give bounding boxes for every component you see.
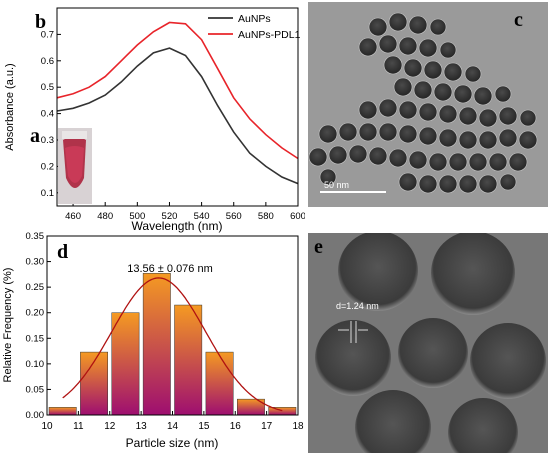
histogram-bar (111, 312, 140, 416)
y-tick-label: 0.2 (41, 161, 54, 172)
y-tick-label: 0.6 (41, 56, 54, 67)
x-tick-label: 480 (97, 211, 113, 222)
chart-d-frame (46, 235, 299, 416)
x-tick-label: 12 (104, 421, 116, 432)
y-tick-label: 0.35 (26, 231, 45, 242)
x-tick-label: 17 (261, 421, 273, 432)
panel-label-c: c (514, 9, 523, 31)
histogram-bar (48, 407, 77, 416)
panel-label-a: a (30, 125, 40, 147)
x-tick-label: 18 (292, 421, 304, 432)
histogram-bar (142, 273, 171, 416)
y-tick-label: 0.3 (41, 135, 54, 146)
x-tick-label: 560 (226, 211, 242, 222)
x-axis-title: Particle size (nm) (126, 436, 219, 450)
y-tick-label: 0.30 (26, 257, 45, 268)
tem-micrograph: 50 nm c (308, 2, 548, 207)
chart-b-frame (56, 7, 299, 207)
x-tick-label: 11 (73, 421, 84, 432)
legend-label-auNPs: AuNPs (238, 13, 271, 25)
y-tick-label: 0.00 (26, 410, 45, 421)
legend: AuNPs AuNPs-PDL1 (208, 13, 301, 41)
histogram-bar (268, 407, 297, 416)
inset-vial-photo (58, 128, 92, 204)
y-tick-label: 0.1 (41, 188, 54, 199)
x-tick-label: 14 (167, 421, 179, 432)
lattice-spacing-label: d=1.24 nm (336, 301, 379, 311)
x-tick-label: 500 (129, 211, 145, 222)
legend-label-auNPs-PDL1: AuNPs-PDL1 (238, 29, 301, 41)
panel-label-e: e (314, 236, 323, 258)
x-tick-label: 540 (194, 211, 210, 222)
x-tick-label: 520 (162, 211, 178, 222)
y-tick-label: 0.25 (26, 282, 45, 293)
x-tick-label: 16 (230, 421, 242, 432)
y-tick-label: 0.5 (41, 82, 54, 93)
mean-size-annotation: 13.56 ± 0.076 nm (127, 263, 213, 275)
y-axis-title: Absorbance (a.u.) (4, 63, 16, 150)
x-axis-title: Wavelength (nm) (132, 219, 223, 233)
y-tick-label: 0.15 (26, 333, 45, 344)
scale-bar-label: 50 nm (324, 180, 349, 190)
y-tick-label: 0.05 (26, 384, 45, 395)
series-line-aunps (56, 47, 299, 185)
x-tick-label: 10 (41, 421, 53, 432)
x-tick-label: 15 (198, 421, 210, 432)
x-tick-label: 580 (258, 211, 274, 222)
panel-label-b: b (35, 11, 46, 33)
x-tick-label: 460 (65, 211, 81, 222)
y-tick-label: 0.4 (41, 109, 54, 120)
size-distribution-chart: d 10 11 12 13 14 15 16 17 18 0.00 0.05 0.10 0.15 0.20… (2, 231, 304, 450)
x-tick-label: 13 (136, 421, 148, 432)
histogram-bar (174, 304, 203, 416)
hrtem-micrograph: d=1.24 nm e (308, 233, 548, 453)
panel-label-d: d (57, 241, 68, 263)
y-tick-label: 0.20 (26, 308, 45, 319)
y-tick-label: 0.10 (26, 359, 45, 370)
lattice-marker (338, 321, 368, 343)
absorbance-chart: b 460 480 500 520 540 560 580 600 0.1 0.2 0.3 0.4 0.… (4, 7, 305, 233)
x-tick-label: 600 (290, 211, 305, 222)
y-axis-title: Relative Frequency (%) (2, 268, 14, 383)
gaussian-fit-curve (62, 277, 283, 412)
histogram-bar (205, 351, 234, 416)
series-line-aunps-pdl1 (56, 21, 299, 160)
y-tick-label: 0.7 (41, 29, 54, 40)
